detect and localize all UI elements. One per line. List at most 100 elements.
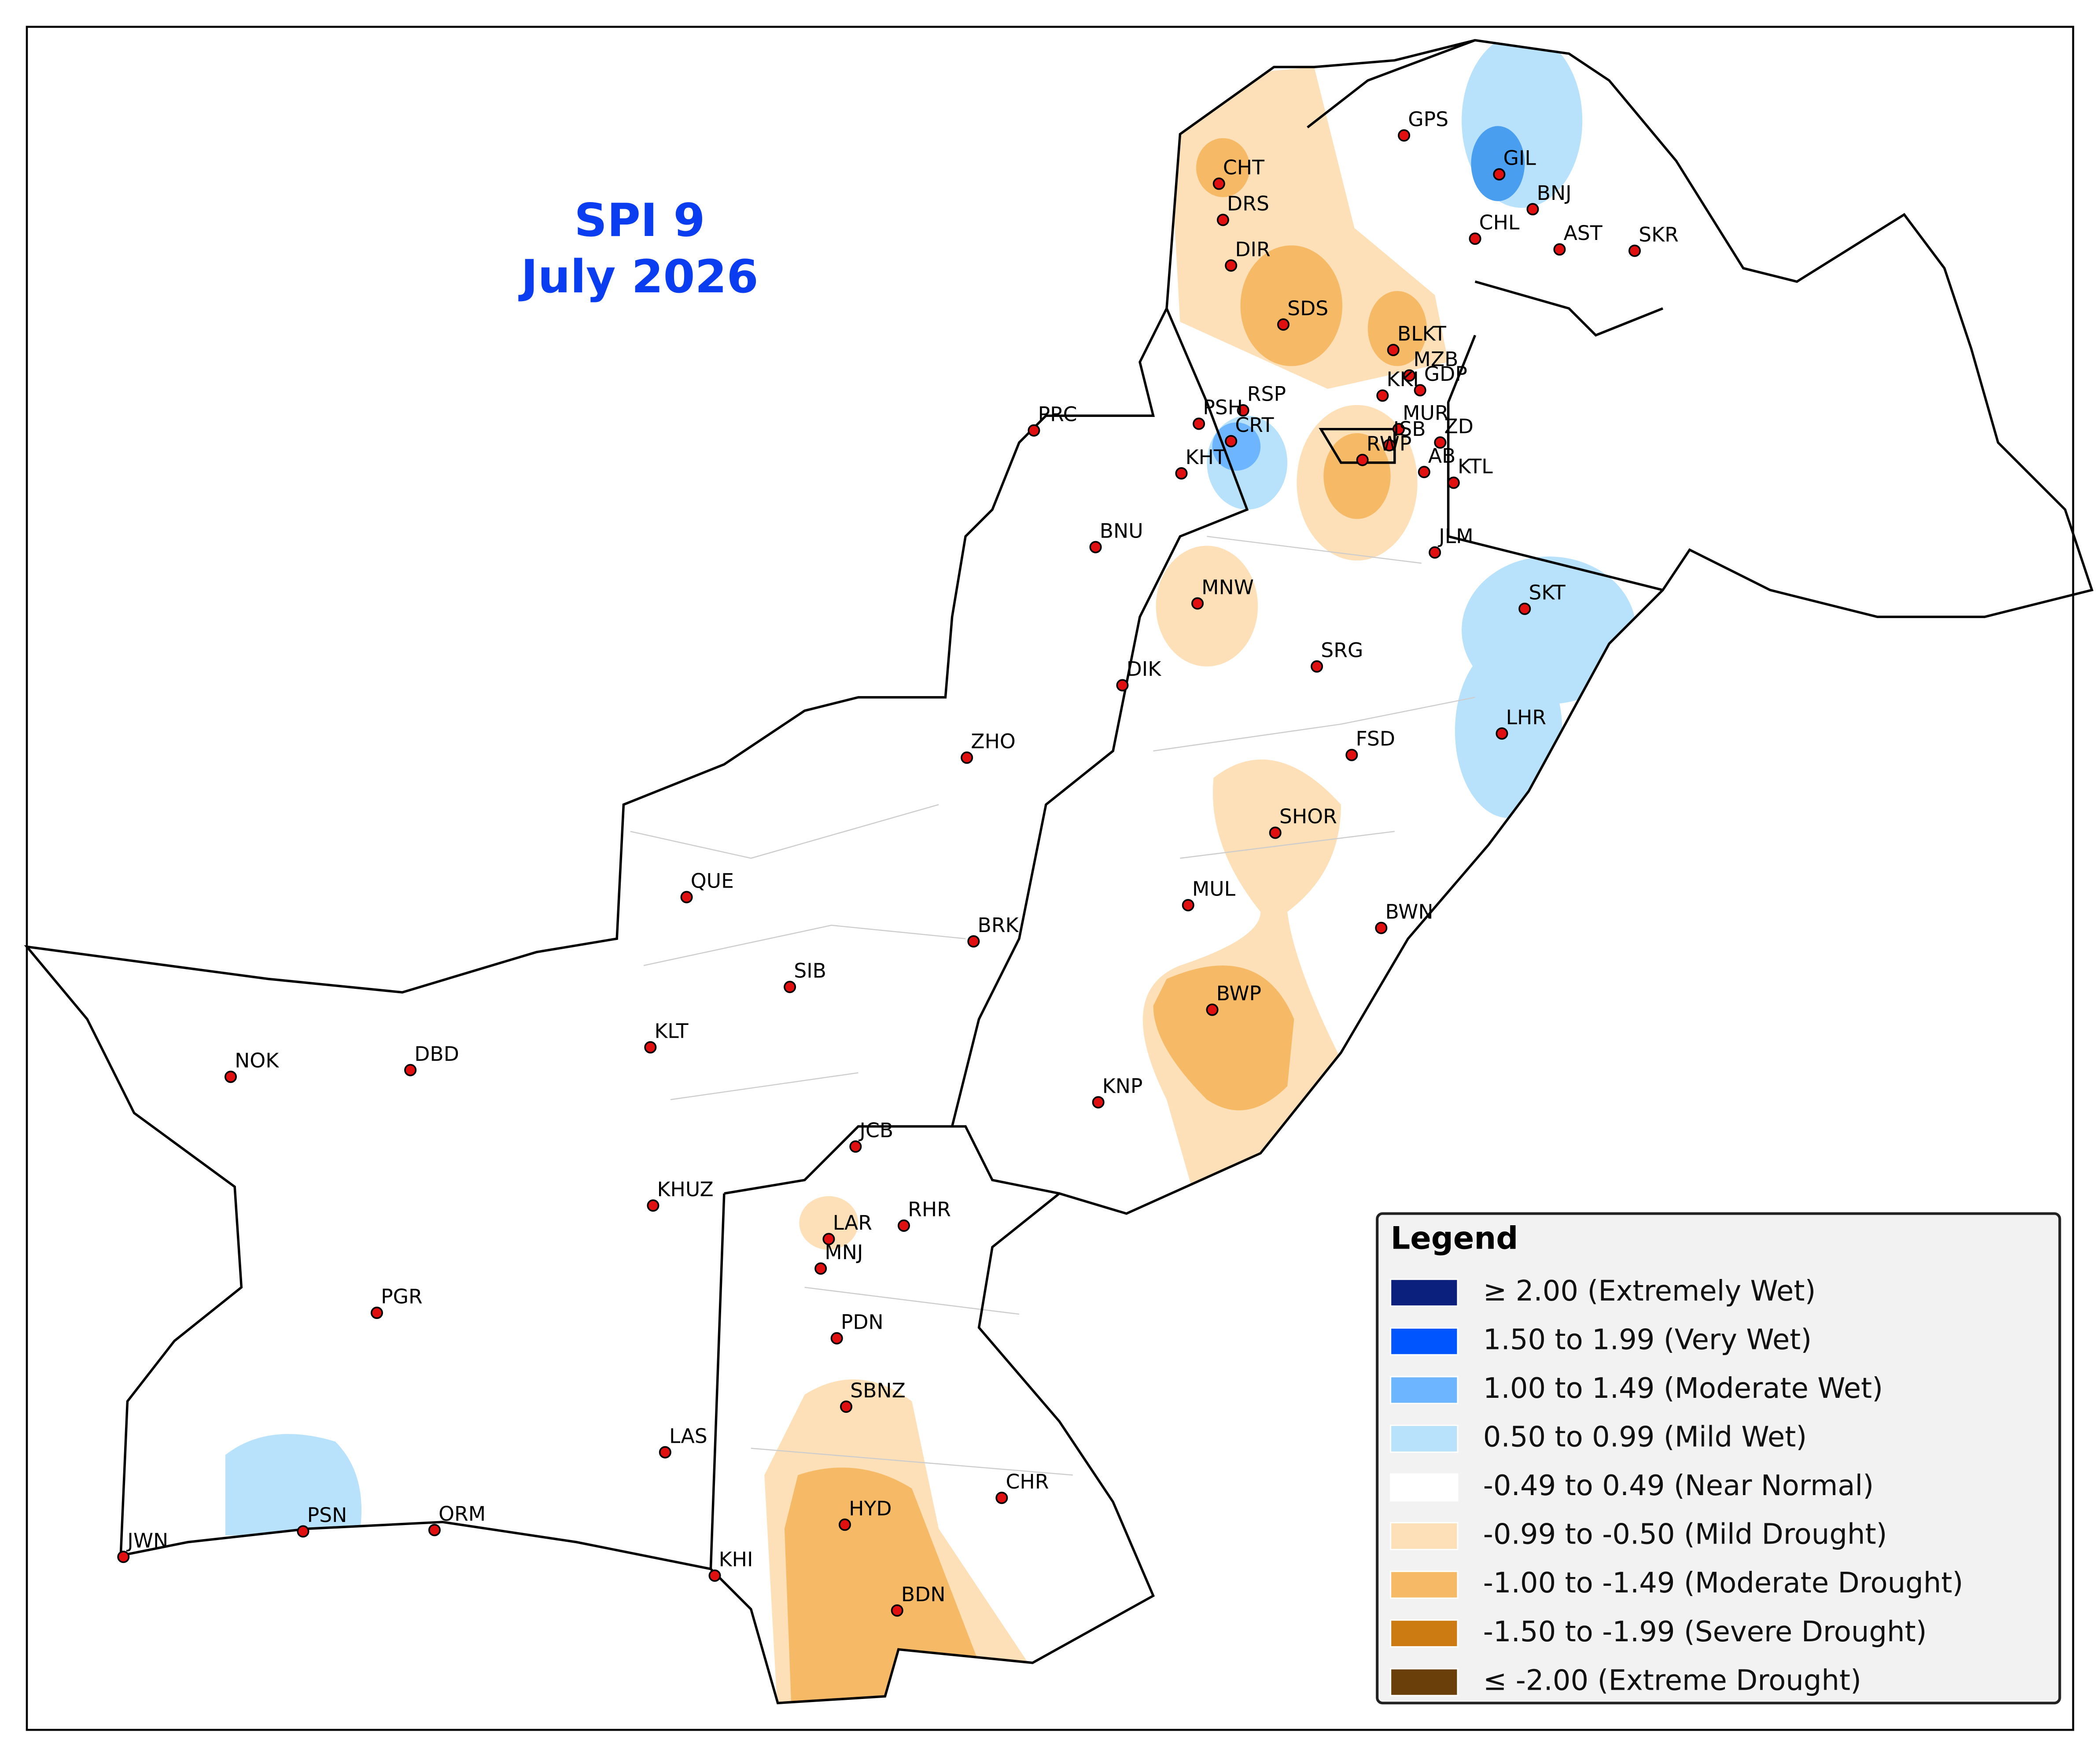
station-label: KNP	[1102, 1074, 1143, 1098]
station-label: QUE	[691, 869, 734, 892]
station-dot	[1311, 660, 1323, 673]
station-dot	[1216, 214, 1229, 226]
station-dot	[1356, 453, 1369, 466]
station-dot	[1553, 243, 1566, 256]
station-label: ZD	[1444, 415, 1473, 438]
station-dot	[1182, 899, 1194, 911]
legend-box	[1376, 1212, 2061, 1705]
station-label: ORM	[438, 1502, 486, 1526]
station-dot	[1418, 466, 1430, 479]
legend-label: ≤ -2.00 (Extreme Drought)	[1483, 1664, 1861, 1697]
station-dot	[1496, 727, 1508, 740]
station-label: PGR	[381, 1285, 423, 1308]
station-label: BDN	[901, 1583, 946, 1606]
station-dot	[1375, 921, 1388, 934]
station-label: JWN	[126, 1529, 168, 1552]
station-label: KLT	[654, 1020, 689, 1043]
station-label: SDS	[1287, 297, 1328, 320]
station-label: PSH	[1203, 396, 1243, 419]
station-label: PDN	[841, 1310, 884, 1334]
station-label: SHOR	[1279, 805, 1337, 828]
station-label: LAS	[669, 1424, 707, 1448]
station-dot	[891, 1604, 903, 1617]
station-label: CRT	[1235, 413, 1274, 437]
station-label: BNJ	[1537, 181, 1572, 205]
station-label: SBNZ	[850, 1379, 906, 1402]
legend-label: -1.50 to -1.99 (Severe Drought)	[1483, 1616, 1927, 1648]
station-label: MUL	[1192, 877, 1236, 901]
station-dot	[830, 1332, 843, 1345]
station-dot	[1447, 476, 1460, 489]
station-label: JLM	[1437, 525, 1473, 548]
station-dot	[840, 1400, 853, 1413]
station-label: ZHO	[971, 730, 1016, 753]
station-label: BRK	[978, 914, 1019, 937]
station-label: CHR	[1006, 1470, 1049, 1493]
station-dot	[428, 1524, 441, 1537]
station-dot	[1387, 343, 1400, 356]
legend-label: ≥ 2.00 (Extremely Wet)	[1483, 1275, 1816, 1308]
station-label: KHI	[719, 1548, 753, 1571]
station-label: GPS	[1408, 107, 1448, 131]
station-dot	[297, 1525, 309, 1538]
station-dot	[1225, 435, 1238, 448]
station-dot	[1028, 424, 1040, 437]
station-dot	[1376, 389, 1389, 402]
station-label: DBD	[414, 1042, 459, 1065]
station-dot	[647, 1199, 659, 1212]
station-dot	[1206, 1003, 1219, 1016]
station-dot	[967, 935, 980, 948]
legend-swatch	[1390, 1376, 1459, 1404]
legend-label: -0.99 to -0.50 (Mild Drought)	[1483, 1518, 1887, 1551]
station-label: RHR	[908, 1198, 951, 1221]
station-dot	[1116, 679, 1129, 692]
station-label: DIK	[1127, 657, 1162, 681]
legend-label: -1.00 to -1.49 (Moderate Drought)	[1483, 1567, 1964, 1599]
station-dot	[1237, 404, 1249, 417]
station-label: SRG	[1321, 638, 1363, 662]
station-label: HYD	[849, 1497, 892, 1520]
station-label: PRC	[1038, 402, 1077, 426]
station-dot	[961, 751, 973, 764]
station-label: MZB	[1413, 348, 1458, 371]
legend-label: 1.00 to 1.49 (Moderate Wet)	[1483, 1372, 1883, 1405]
legend-swatch	[1390, 1327, 1459, 1356]
station-dot	[1277, 318, 1289, 331]
station-dot	[1628, 244, 1641, 257]
station-label: KHT	[1186, 446, 1227, 469]
station-label: PSN	[307, 1503, 347, 1527]
station-dot	[1434, 436, 1447, 449]
station-dot	[1191, 597, 1204, 610]
station-dot	[1225, 259, 1238, 272]
legend-label: 1.50 to 1.99 (Very Wet)	[1483, 1323, 1812, 1356]
station-label: BNU	[1100, 519, 1143, 542]
map-title: SPI 9	[574, 194, 705, 247]
station-label: BWP	[1216, 982, 1261, 1005]
station-label: GIL	[1503, 147, 1536, 170]
station-dot	[1392, 423, 1405, 435]
station-dot	[1383, 439, 1396, 452]
station-label: JCB	[858, 1119, 893, 1142]
legend-swatch	[1390, 1619, 1459, 1648]
station-dot	[1493, 168, 1506, 181]
station-dot	[1269, 826, 1282, 839]
station-dot	[784, 980, 796, 993]
station-dot	[838, 1518, 851, 1531]
station-dot	[1175, 467, 1188, 480]
station-label: BWN	[1385, 900, 1433, 923]
station-dot	[117, 1551, 130, 1563]
station-dot	[708, 1569, 721, 1582]
station-label: MNJ	[825, 1241, 863, 1264]
station-label: ISB	[1393, 417, 1426, 441]
station-dot	[995, 1492, 1008, 1504]
station-label: GDP	[1424, 362, 1467, 386]
station-dot	[1345, 748, 1358, 761]
station-dot	[1469, 232, 1481, 245]
station-label: DRS	[1227, 192, 1269, 215]
legend-swatch	[1390, 1473, 1459, 1502]
legend-swatch	[1390, 1279, 1459, 1307]
station-dot	[1518, 602, 1531, 615]
station-label: KHUZ	[657, 1178, 714, 1201]
